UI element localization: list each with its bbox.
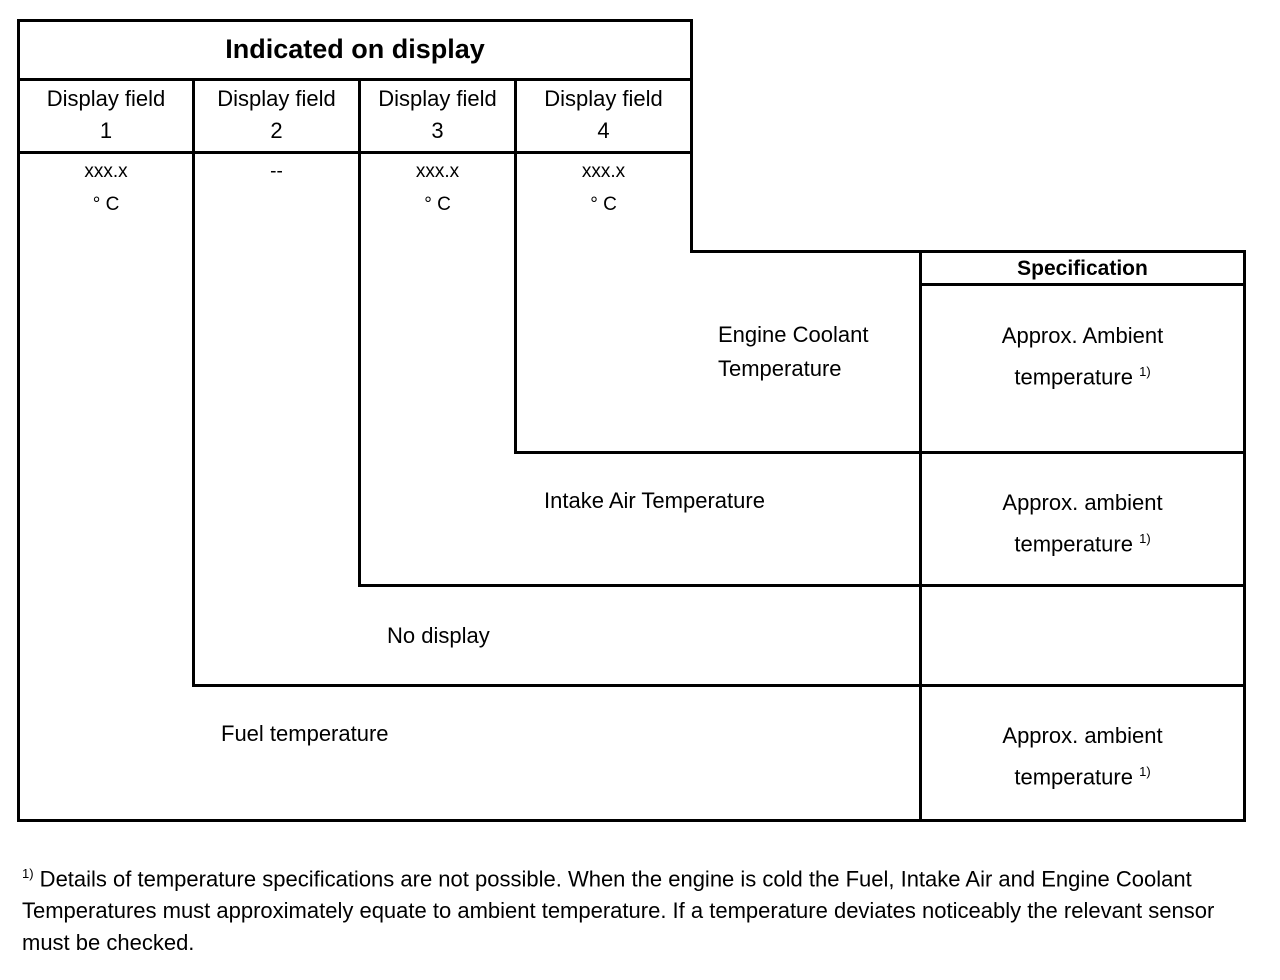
footnote-text: Details of temperature specifications ar… bbox=[22, 866, 1215, 956]
table-line bbox=[17, 819, 1246, 822]
value-text: xxx.x bbox=[581, 161, 626, 182]
footnote: 1) Details of temperature specifications… bbox=[22, 858, 1222, 959]
table-line bbox=[358, 78, 361, 587]
footnote-marker: 1) bbox=[22, 866, 34, 881]
engine-coolant-spec: Approx. Ambient temperature 1) bbox=[922, 318, 1243, 395]
field-label: Display field bbox=[378, 86, 497, 111]
field-label: Display field bbox=[544, 86, 663, 111]
field-1-value: xxx.x ° C bbox=[20, 155, 192, 221]
table-line bbox=[920, 283, 1246, 286]
row-label-line: Engine Coolant bbox=[718, 322, 869, 347]
spec-line: temperature bbox=[1014, 364, 1133, 390]
spec-line: Approx. ambient bbox=[1002, 490, 1163, 515]
spec-line: Approx. Ambient bbox=[1001, 323, 1164, 348]
fuel-temperature-label: Fuel temperature bbox=[221, 721, 389, 746]
unit-text: ° C bbox=[424, 194, 451, 215]
field-label: Display field bbox=[46, 86, 166, 111]
table-line bbox=[17, 19, 20, 822]
row-label-line: Temperature bbox=[718, 356, 842, 381]
spec-line: temperature bbox=[1014, 531, 1133, 557]
engine-coolant-label: Engine Coolant Temperature bbox=[718, 318, 868, 386]
table-line bbox=[919, 250, 922, 822]
fuel-temperature-spec: Approx. ambient temperature 1) bbox=[922, 718, 1243, 795]
value-text: xxx.x bbox=[84, 161, 128, 182]
footnote-marker: 1) bbox=[1139, 364, 1151, 379]
table-line bbox=[514, 78, 517, 454]
table-line bbox=[690, 19, 693, 253]
table-line bbox=[18, 78, 693, 81]
unit-text: ° C bbox=[590, 194, 617, 215]
table-line bbox=[514, 451, 1246, 454]
table-line bbox=[18, 151, 693, 154]
table-line bbox=[192, 78, 195, 687]
field-1-header: Display field 1 bbox=[20, 83, 192, 147]
intake-air-spec: Approx. ambient temperature 1) bbox=[922, 485, 1243, 562]
field-number: 2 bbox=[270, 118, 283, 143]
table-line bbox=[192, 684, 1246, 687]
spec-line: Approx. ambient bbox=[1002, 723, 1163, 748]
table-line bbox=[690, 250, 1246, 253]
field-3-header: Display field 3 bbox=[361, 83, 514, 147]
field-label: Display field bbox=[217, 86, 336, 111]
spec-line: temperature bbox=[1014, 764, 1133, 790]
table-line bbox=[1243, 250, 1246, 822]
field-2-header: Display field 2 bbox=[195, 83, 358, 147]
field-3-value: xxx.x ° C bbox=[361, 155, 514, 221]
table-line bbox=[18, 19, 693, 22]
no-display-label: No display bbox=[387, 623, 490, 648]
table-title: Indicated on display bbox=[225, 34, 485, 64]
field-number: 4 bbox=[597, 118, 610, 143]
field-number: 3 bbox=[431, 118, 444, 143]
unit-text: ° C bbox=[92, 194, 120, 215]
field-number: 1 bbox=[99, 118, 113, 143]
specification-header: Specification bbox=[1017, 257, 1148, 280]
intake-air-label: Intake Air Temperature bbox=[544, 488, 765, 513]
value-text: xxx.x bbox=[415, 161, 460, 182]
field-2-value: -- bbox=[195, 155, 358, 188]
footnote-marker: 1) bbox=[1139, 531, 1151, 546]
field-4-value: xxx.x ° C bbox=[517, 155, 690, 221]
table-line bbox=[358, 584, 1246, 587]
field-4-header: Display field 4 bbox=[517, 83, 690, 147]
value-text: -- bbox=[270, 161, 283, 182]
footnote-marker: 1) bbox=[1139, 764, 1151, 779]
